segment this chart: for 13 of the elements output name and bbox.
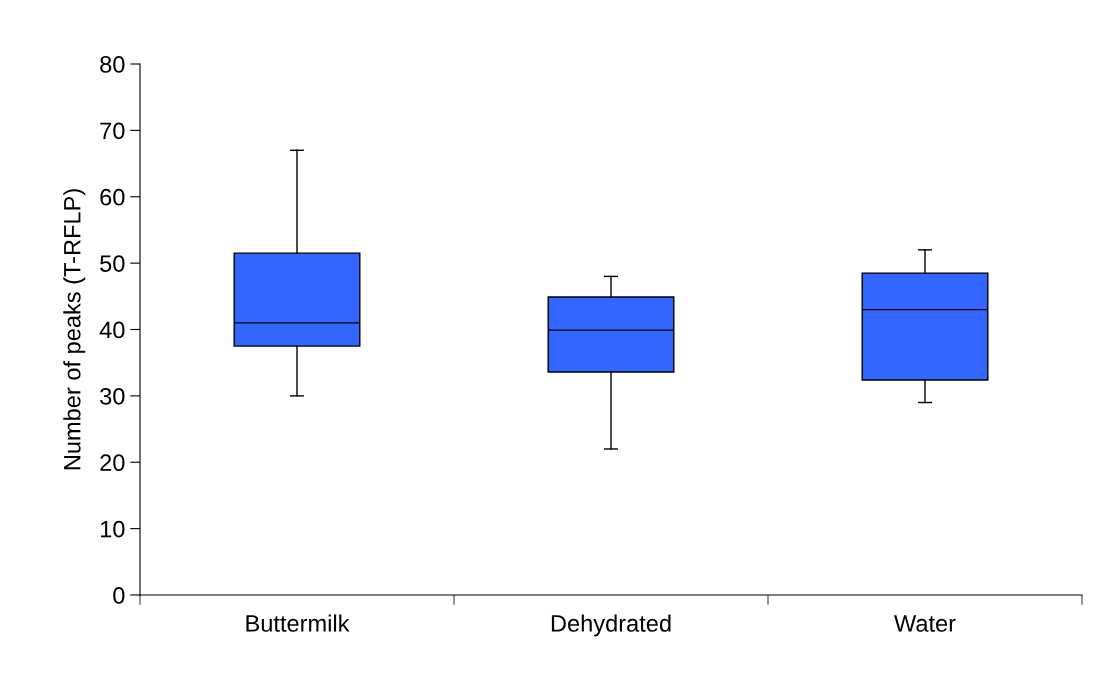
y-tick-label: 0 bbox=[113, 587, 125, 604]
y-tick-label: 10 bbox=[100, 520, 125, 538]
y-tick-label: 30 bbox=[100, 387, 125, 405]
y-tick-label: 70 bbox=[100, 122, 125, 140]
x-tick-label: Buttermilk bbox=[246, 614, 350, 632]
y-tick-label: 50 bbox=[100, 255, 125, 272]
y-tick-label: 20 bbox=[100, 454, 125, 472]
y-tick-label: 60 bbox=[100, 188, 125, 206]
x-tick-label: Water bbox=[894, 615, 956, 632]
y-tick-label: 80 bbox=[100, 56, 125, 73]
y-tick-label: 40 bbox=[99, 321, 125, 339]
y-axis-title: Number of peaks (T-RFLP) bbox=[63, 189, 86, 470]
x-tick-label: Dehydrated bbox=[551, 614, 671, 637]
